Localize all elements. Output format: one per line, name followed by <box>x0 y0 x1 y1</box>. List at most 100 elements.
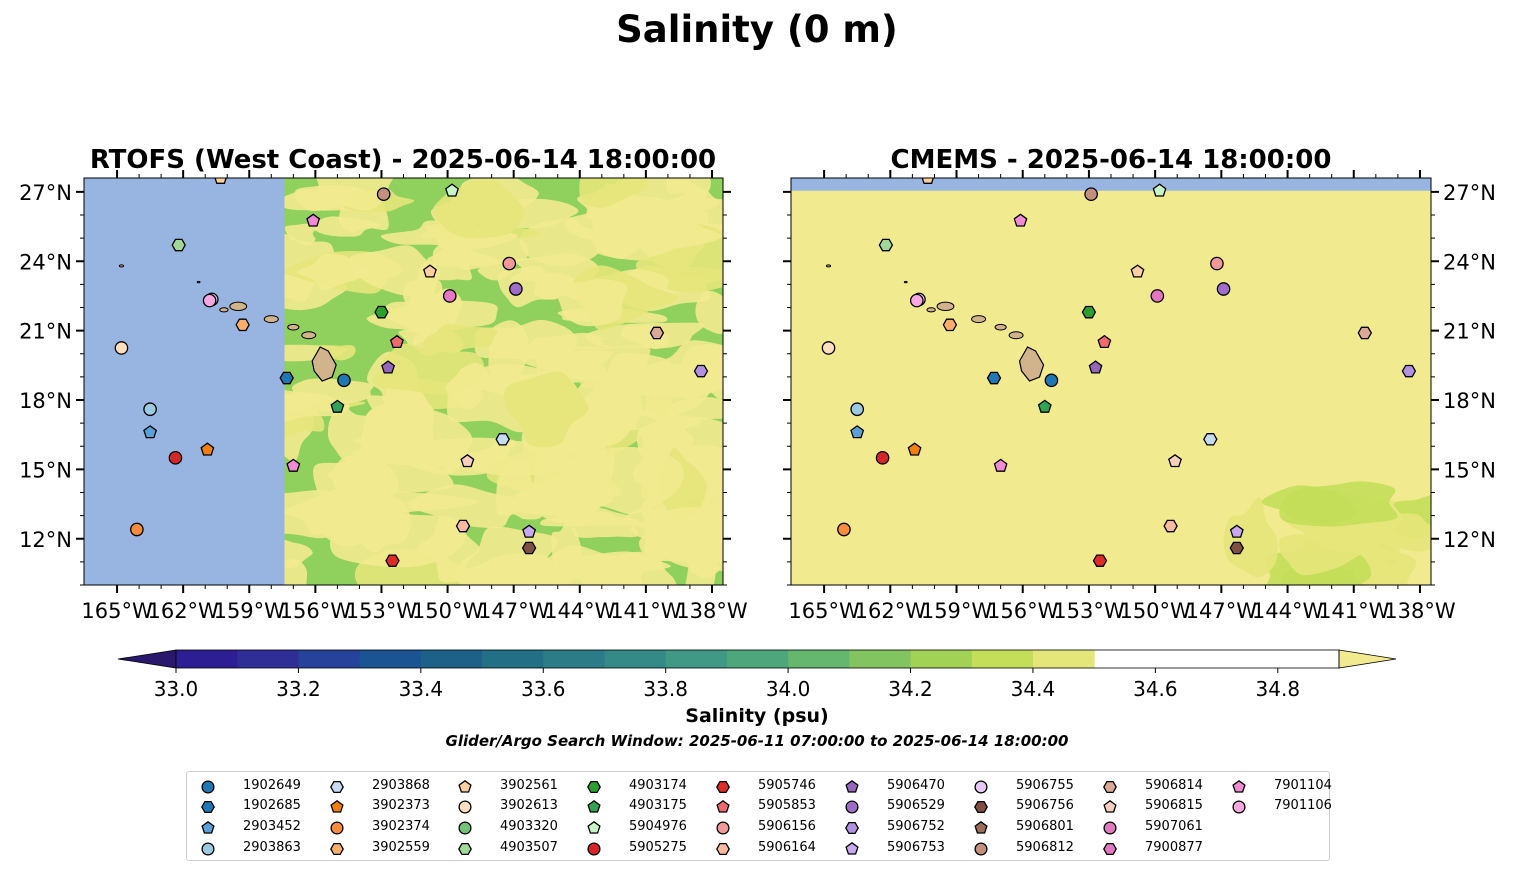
legend-label: 5906812 <box>1016 840 1074 855</box>
legend-marker <box>845 779 859 793</box>
island <box>936 301 955 312</box>
float-2903863-marker <box>143 402 157 417</box>
salinity-contour <box>879 369 979 385</box>
x-tick-label: 153°W <box>346 599 418 623</box>
y-tick-label: 15°N <box>19 458 72 482</box>
legend-marker-3902559 <box>330 842 344 856</box>
legend-marker <box>974 800 988 814</box>
salinity-contour <box>814 405 870 467</box>
salinity-contour <box>445 362 489 410</box>
legend-marker <box>201 800 215 814</box>
legend-label: 5906756 <box>1016 798 1074 813</box>
salinity-contour <box>1073 307 1187 329</box>
legend-label: 5907061 <box>1145 819 1203 834</box>
salinity-contour <box>1063 291 1171 310</box>
x-tick-label: 156°W <box>987 599 1059 623</box>
legend-marker-5906752 <box>845 821 859 835</box>
legend-marker <box>458 800 472 814</box>
left-panel: RTOFS (West Coast) - 2025-06-14 18:00:00… <box>19 145 748 623</box>
float-5905275-marker <box>168 450 183 465</box>
float-5904976-marker <box>445 183 459 197</box>
legend-label: 1902649 <box>243 778 301 793</box>
salinity-contour <box>327 405 373 467</box>
salinity-contour <box>1234 295 1348 313</box>
salinity-contour <box>976 494 1040 513</box>
legend-marker <box>330 780 344 794</box>
legend-label: 5905746 <box>758 778 816 793</box>
float-5905746-marker <box>385 554 400 567</box>
legend-marker <box>974 780 988 794</box>
salinity-contour <box>1297 355 1419 382</box>
float-3902561-marker <box>214 178 227 184</box>
left-salinity-contours <box>229 178 723 585</box>
float-5906812-marker <box>376 187 391 202</box>
colorbar-extend-low <box>117 649 177 669</box>
colorbar-segment <box>971 650 1034 668</box>
colorbar-segment <box>788 650 850 668</box>
salinity-contour <box>1084 450 1120 469</box>
float-5906164-marker <box>455 519 471 533</box>
legend-marker-5906756 <box>974 800 988 814</box>
legend-marker-5905853 <box>716 799 730 813</box>
float-3902559-marker <box>942 318 958 332</box>
legend-marker-5906812 <box>974 842 988 856</box>
x-tick-label: 159°W <box>214 599 286 623</box>
y-tick-label: 21°N <box>19 320 72 344</box>
legend-label: 5905275 <box>629 840 687 855</box>
legend-marker <box>845 821 859 835</box>
salinity-contour <box>1223 496 1278 578</box>
float-5906814-marker <box>1357 326 1373 340</box>
legend-marker-5906801 <box>974 820 988 834</box>
legend-marker-5906815 <box>1103 799 1117 813</box>
salinity-contour <box>294 184 355 211</box>
colorbar-segment <box>543 650 605 668</box>
float-5904976-marker <box>1152 183 1167 197</box>
legend-marker-3902561 <box>458 779 472 793</box>
colorbar-segment <box>237 650 299 668</box>
x-tick-label: 150°W <box>412 599 484 623</box>
salinity-contour <box>579 178 648 208</box>
legend-marker-5906156 <box>716 821 730 835</box>
legend-label: 2903452 <box>243 819 301 834</box>
salinity-contour <box>572 507 639 538</box>
float-1902649-marker <box>337 373 351 388</box>
colorbar-segment <box>665 650 728 668</box>
salinity-contour <box>1077 392 1206 439</box>
salinity-contour <box>555 279 628 327</box>
x-tick-label: 138°W <box>1384 599 1456 623</box>
legend-marker <box>716 780 730 794</box>
colorbar-tick-label: 33.6 <box>521 677 566 701</box>
legend-label: 5906156 <box>758 819 816 834</box>
salinity-contour <box>542 472 615 522</box>
float-5906529-marker <box>1216 282 1231 296</box>
float-5906756-marker <box>521 541 537 555</box>
right-no-data-region <box>791 178 1431 191</box>
colorbar-segment <box>849 650 912 668</box>
colorbar-tick-label: 34.6 <box>1133 677 1178 701</box>
x-tick-label: 165°W <box>81 599 153 623</box>
salinity-contour <box>908 543 990 585</box>
float-4903174-marker <box>374 305 389 319</box>
x-tick-label: 138°W <box>676 599 748 623</box>
colorbar-segment <box>482 650 544 668</box>
colorbar-segments <box>117 649 1397 669</box>
x-tick-label: 144°W <box>1252 599 1324 623</box>
x-tick-label: 159°W <box>921 599 993 623</box>
salinity-contour <box>791 472 848 543</box>
legend-label: 3902559 <box>372 840 430 855</box>
legend-marker <box>587 799 601 813</box>
colorbar-segment <box>359 650 422 668</box>
right-panel: CMEMS - 2025-06-14 18:00:00 165°W162°W15… <box>783 145 1496 623</box>
legend-marker-4903175 <box>587 799 601 813</box>
float-5905853-marker <box>389 334 404 349</box>
y-tick-label: 18°N <box>19 389 72 413</box>
colorbar-segment <box>420 650 483 668</box>
legend-marker-2903452 <box>201 820 215 834</box>
colorbar-tick-label: 33.8 <box>643 677 688 701</box>
salinity-contour <box>457 526 559 585</box>
salinity-contour <box>695 290 723 334</box>
colorbar: 33.0 33.2 33.4 33.6 33.8 34.0 34.2 34.4 34.6 34.8… <box>117 649 1397 727</box>
legend-marker-5906755 <box>974 780 988 794</box>
float-4903507-marker <box>171 238 186 252</box>
